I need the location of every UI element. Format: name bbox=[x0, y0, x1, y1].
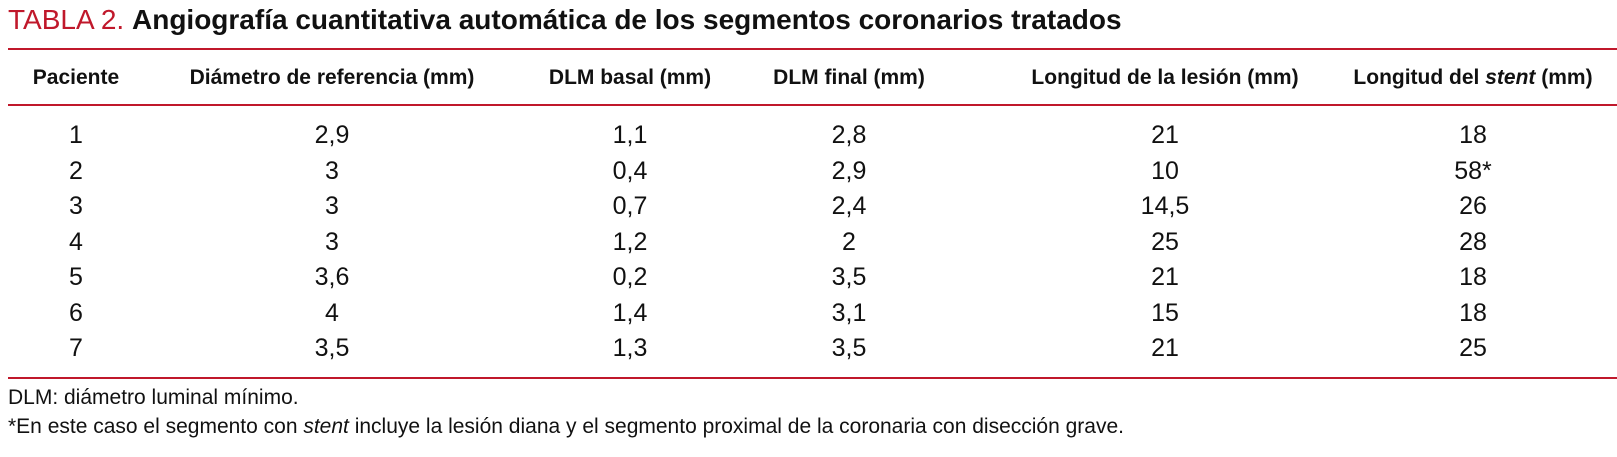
cell-paciente: 5 bbox=[69, 263, 83, 291]
table-row: 4 3 1,2 2 25 28 bbox=[0, 225, 1617, 261]
cell-dlm-basal: 1,2 bbox=[612, 227, 648, 256]
footnote-asterisk: *En este caso el segmento con stent incl… bbox=[8, 412, 1124, 441]
cell-dlm-basal: 1,4 bbox=[612, 298, 648, 327]
cell-dlm-basal: 0,4 bbox=[612, 156, 648, 185]
cell-longitud-lesion: 21 bbox=[1151, 334, 1179, 362]
header-stent-after: (mm) bbox=[1535, 66, 1593, 89]
table-bottom-rule bbox=[8, 377, 1617, 379]
cell-diametro-referencia: 3 bbox=[325, 227, 339, 256]
cell-diametro-referencia: 4 bbox=[325, 298, 339, 327]
table-row: 2 3 0,4 2,9 10 58* bbox=[0, 154, 1617, 190]
table-title: TABLA 2. Angiografía cuantitativa automá… bbox=[8, 2, 1122, 38]
cell-paciente: 6 bbox=[69, 298, 83, 327]
cell-longitud-lesion: 25 bbox=[1151, 227, 1179, 256]
cell-diametro-referencia: 3 bbox=[325, 192, 339, 220]
footnote-abbreviation: DLM: diámetro luminal mínimo. bbox=[8, 386, 299, 409]
header-dlm-final: DLM final (mm) bbox=[773, 66, 925, 89]
cell-longitud-lesion: 21 bbox=[1151, 121, 1179, 149]
cell-diametro-referencia: 3,6 bbox=[314, 263, 350, 291]
header-longitud-stent: Longitud del stent (mm) bbox=[1353, 64, 1592, 92]
cell-dlm-basal: 0,2 bbox=[612, 263, 648, 291]
header-dlm-basal: DLM basal (mm) bbox=[548, 66, 712, 89]
cell-paciente: 3 bbox=[69, 192, 83, 220]
table-footnotes: DLM: diámetro luminal mínimo. *En este c… bbox=[8, 383, 1124, 441]
cell-longitud-stent: 18 bbox=[1459, 298, 1487, 327]
header-paciente: Paciente bbox=[32, 66, 120, 89]
cell-diametro-referencia: 3 bbox=[325, 156, 339, 185]
cell-longitud-stent: 28 bbox=[1459, 227, 1487, 256]
table-row: 3 3 0,7 2,4 14,5 26 bbox=[0, 189, 1617, 225]
cell-dlm-final: 3,5 bbox=[831, 263, 867, 291]
cell-dlm-final: 3,5 bbox=[831, 334, 867, 362]
cell-paciente: 1 bbox=[69, 121, 83, 149]
table-row: 5 3,6 0,2 3,5 21 18 bbox=[0, 260, 1617, 296]
cell-dlm-final: 2,9 bbox=[831, 156, 867, 185]
table-number-label: TABLA 2. bbox=[8, 4, 125, 35]
footnote-asterisk-after: incluye la lesión diana y el segmento pr… bbox=[348, 415, 1124, 438]
cell-longitud-stent: 18 bbox=[1459, 263, 1487, 291]
cell-dlm-basal: 1,3 bbox=[612, 334, 648, 362]
cell-paciente: 7 bbox=[69, 334, 83, 362]
footnote-asterisk-italic: stent bbox=[303, 415, 349, 438]
cell-longitud-stent: 58* bbox=[1454, 156, 1492, 185]
header-longitud-lesion: Longitud de la lesión (mm) bbox=[1031, 66, 1299, 89]
cell-dlm-final: 2 bbox=[842, 227, 856, 256]
header-stent-italic: stent bbox=[1485, 66, 1536, 89]
table-title-text: Angiografía cuantitativa automática de l… bbox=[132, 4, 1122, 35]
header-stent-before: Longitud del bbox=[1353, 66, 1486, 89]
cell-longitud-lesion: 14,5 bbox=[1140, 192, 1190, 220]
cell-dlm-final: 2,8 bbox=[831, 121, 867, 149]
cell-paciente: 4 bbox=[69, 227, 83, 256]
table-top-rule bbox=[8, 48, 1617, 50]
cell-longitud-lesion: 10 bbox=[1151, 156, 1179, 185]
cell-longitud-lesion: 15 bbox=[1151, 298, 1179, 327]
table-header-rule bbox=[8, 104, 1617, 106]
cell-dlm-final: 2,4 bbox=[831, 192, 867, 220]
cell-dlm-basal: 1,1 bbox=[612, 121, 648, 149]
cell-diametro-referencia: 3,5 bbox=[314, 334, 350, 362]
table-body: 1 2,9 1,1 2,8 21 18 2 3 0,4 2,9 10 58* 3… bbox=[0, 118, 1617, 367]
cell-paciente: 2 bbox=[69, 156, 83, 185]
cell-longitud-stent: 26 bbox=[1459, 192, 1487, 220]
cell-longitud-stent: 18 bbox=[1459, 121, 1487, 149]
cell-longitud-lesion: 21 bbox=[1151, 263, 1179, 291]
cell-diametro-referencia: 2,9 bbox=[314, 121, 350, 149]
cell-longitud-stent: 25 bbox=[1459, 334, 1487, 362]
table-row: 1 2,9 1,1 2,8 21 18 bbox=[0, 118, 1617, 154]
footnote-asterisk-before: *En este caso el segmento con bbox=[8, 415, 304, 438]
header-diametro-referencia: Diámetro de referencia (mm) bbox=[189, 66, 475, 89]
table-row: 6 4 1,4 3,1 15 18 bbox=[0, 296, 1617, 332]
cell-dlm-final: 3,1 bbox=[831, 298, 867, 327]
table-header-row: Paciente Diámetro de referencia (mm) DLM… bbox=[0, 56, 1617, 100]
cell-dlm-basal: 0,7 bbox=[612, 192, 648, 220]
table-row: 7 3,5 1,3 3,5 21 25 bbox=[0, 331, 1617, 367]
